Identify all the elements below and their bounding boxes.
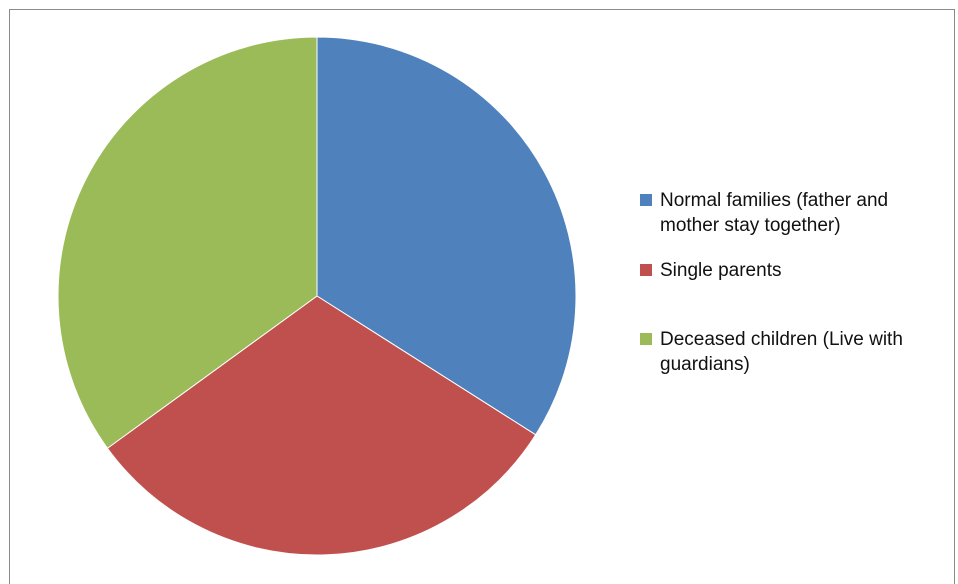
- legend-label-single-parents: Single parents: [660, 260, 782, 281]
- legend-item-normal-families: Normal families (father and mother stay …: [640, 188, 950, 238]
- legend: Normal families (father and mother stay …: [640, 188, 950, 377]
- legend-label-deceased-children: Deceased children (Live with guardians): [660, 329, 903, 375]
- pie-slice-normal-families: [316, 36, 577, 436]
- legend-item-single-parents: Single parents: [640, 258, 950, 283]
- legend-label-normal-families: Normal families (father and mother stay …: [660, 190, 889, 236]
- legend-swatch-single-parents: [640, 264, 652, 276]
- legend-swatch-normal-families: [640, 194, 652, 206]
- pie-slice-deceased-children: [57, 36, 318, 449]
- pie-slice-single-parents: [106, 295, 537, 556]
- legend-swatch-deceased-children: [640, 333, 652, 345]
- legend-item-deceased-children: Deceased children (Live with guardians): [640, 327, 950, 377]
